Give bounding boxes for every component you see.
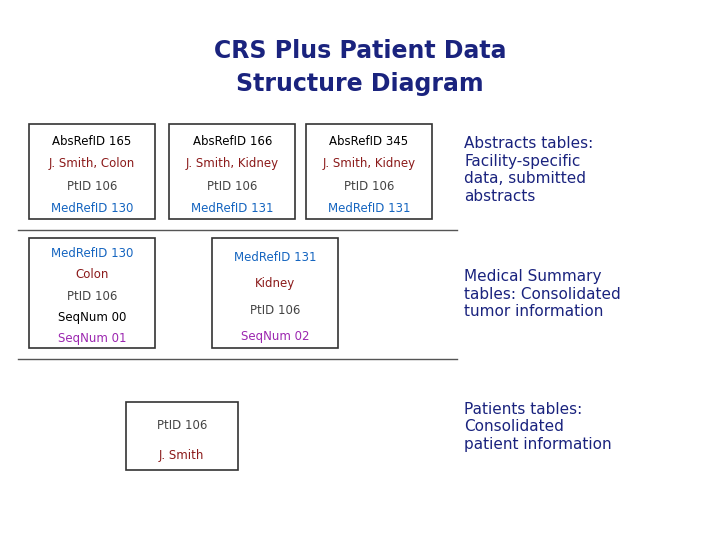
Text: SeqNum 02: SeqNum 02 — [241, 330, 310, 343]
Text: MedRefID 130: MedRefID 130 — [50, 247, 133, 260]
Bar — [29, 124, 155, 219]
Text: J. Smith, Colon: J. Smith, Colon — [49, 157, 135, 170]
Text: PtID 106: PtID 106 — [67, 289, 117, 302]
Bar — [212, 238, 338, 348]
Text: Colon: Colon — [75, 268, 109, 281]
Text: J. Smith, Kidney: J. Smith, Kidney — [186, 157, 279, 170]
Text: PtID 106: PtID 106 — [67, 180, 117, 193]
Bar — [126, 402, 238, 470]
Text: AbsRefID 166: AbsRefID 166 — [192, 134, 272, 147]
Text: PtID 106: PtID 106 — [157, 419, 207, 432]
Text: PtID 106: PtID 106 — [207, 180, 257, 193]
Text: MedRefID 131: MedRefID 131 — [234, 251, 317, 264]
Bar — [169, 124, 295, 219]
Text: AbsRefID 345: AbsRefID 345 — [330, 134, 408, 147]
Text: PtID 106: PtID 106 — [251, 303, 300, 316]
Text: MedRefID 130: MedRefID 130 — [50, 202, 133, 215]
Bar — [306, 124, 432, 219]
Text: MedRefID 131: MedRefID 131 — [328, 202, 410, 215]
Text: MedRefID 131: MedRefID 131 — [191, 202, 274, 215]
Text: J. Smith, Kidney: J. Smith, Kidney — [323, 157, 415, 170]
Text: SeqNum 01: SeqNum 01 — [58, 332, 126, 345]
Text: AbsRefID 165: AbsRefID 165 — [52, 134, 132, 147]
Text: SeqNum 00: SeqNum 00 — [58, 311, 126, 324]
Text: Structure Diagram: Structure Diagram — [236, 72, 484, 96]
Text: Patients tables:
Consolidated
patient information: Patients tables: Consolidated patient in… — [464, 402, 612, 451]
Bar — [29, 238, 155, 348]
Text: CRS Plus Patient Data: CRS Plus Patient Data — [214, 39, 506, 63]
Text: Kidney: Kidney — [256, 277, 295, 290]
Text: Abstracts tables:
Facility-specific
data, submitted
abstracts: Abstracts tables: Facility-specific data… — [464, 137, 594, 204]
Text: Medical Summary
tables: Consolidated
tumor information: Medical Summary tables: Consolidated tum… — [464, 269, 621, 319]
Text: J. Smith: J. Smith — [159, 449, 204, 462]
Text: PtID 106: PtID 106 — [344, 180, 394, 193]
